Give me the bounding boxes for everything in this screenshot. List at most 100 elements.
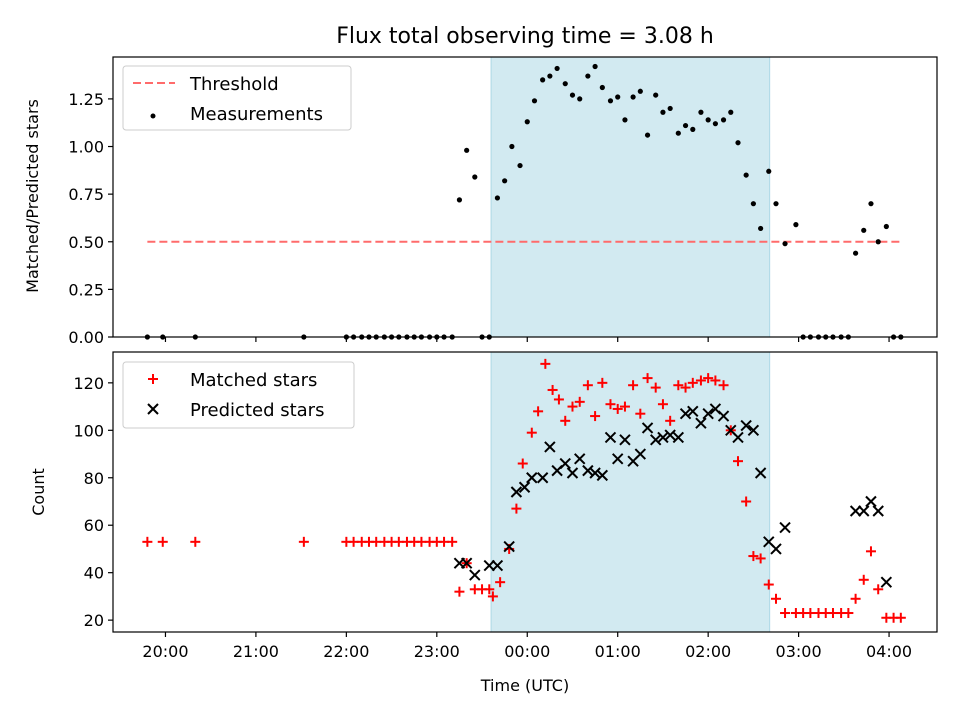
predicted-stars-point xyxy=(717,410,730,422)
matched-stars-point xyxy=(665,415,676,426)
measurement-point xyxy=(494,195,501,201)
matched-stars-point xyxy=(447,536,458,547)
predicted-stars-point xyxy=(634,448,647,460)
x-axis-label: Time (UTC) xyxy=(480,676,569,695)
measurement-point xyxy=(705,117,711,123)
matched-stars-point xyxy=(695,375,706,386)
measurement-point xyxy=(712,121,718,127)
matched-stars-point xyxy=(142,536,153,547)
matched-stars-point xyxy=(190,536,201,547)
matched-stars-point xyxy=(865,546,876,557)
bottom-axes-frame xyxy=(112,351,938,633)
matched-stars-point xyxy=(748,551,759,562)
predicted-stars-point xyxy=(566,467,579,479)
legend-measurements-swatch xyxy=(150,113,156,119)
xtick-label: 23:00 xyxy=(414,642,460,661)
bottom-panel-legend: Matched stars Predicted stars xyxy=(122,361,355,429)
measurement-point xyxy=(456,197,463,203)
measurement-point xyxy=(472,174,478,180)
xtick-label: 21:00 xyxy=(233,642,279,661)
top-ytick-label: 0.25 xyxy=(68,280,104,299)
predicted-stars-point xyxy=(559,457,571,470)
matched-stars-point xyxy=(157,536,168,547)
measurement-point xyxy=(577,96,583,102)
xtick-label: 22:00 xyxy=(323,642,369,661)
predicted-stars-point xyxy=(770,543,782,555)
matched-stars-point xyxy=(547,384,558,395)
matched-stars-point xyxy=(582,380,593,391)
measurement-point xyxy=(653,92,659,98)
measurement-point xyxy=(793,222,799,228)
matched-stars-point xyxy=(635,408,646,419)
measurement-point xyxy=(540,77,546,83)
top-observing-window xyxy=(490,56,771,338)
measurement-point xyxy=(524,119,530,125)
bottom-ytick-label: 60 xyxy=(84,516,104,535)
top-ytick-label: 0.50 xyxy=(68,233,104,252)
measurement-point xyxy=(630,94,636,100)
top-ytick-label: 1.25 xyxy=(68,90,104,109)
predicted-stars-point xyxy=(536,472,549,484)
measurement-point xyxy=(660,109,666,115)
matched-stars-point xyxy=(511,503,522,514)
measurement-point xyxy=(698,109,704,115)
measurement-point xyxy=(464,147,470,153)
top-axes-frame xyxy=(112,56,938,338)
predicted-stars-point xyxy=(460,557,473,569)
measurement-point xyxy=(502,178,508,184)
predicted-stars-point xyxy=(747,424,760,437)
matched-stars-point xyxy=(484,584,495,595)
legend-predicted-label: Predicted stars xyxy=(190,400,324,421)
top-ytick-label: 1.00 xyxy=(68,138,104,157)
matched-stars-point xyxy=(454,586,465,597)
bottom-ytick-label: 40 xyxy=(84,564,104,583)
bottom-ytick-label: 20 xyxy=(84,611,104,630)
predicted-stars-point xyxy=(582,464,594,477)
matched-stars-point xyxy=(673,380,684,391)
xtick-label: 01:00 xyxy=(595,642,641,661)
xtick-label: 04:00 xyxy=(866,642,912,661)
predicted-stars-point xyxy=(510,486,523,498)
matched-stars-point xyxy=(495,577,506,588)
measurement-point xyxy=(743,172,749,178)
predicted-stars-point xyxy=(695,417,707,429)
matched-stars-point xyxy=(843,608,854,619)
measurement-point xyxy=(766,168,772,174)
predicted-stars-point xyxy=(518,481,531,493)
predicted-stars-point xyxy=(619,434,631,446)
bottom-series-0 xyxy=(142,358,906,623)
predicted-stars-point xyxy=(740,419,752,432)
measurement-point xyxy=(585,73,591,79)
matched-stars-point xyxy=(298,536,309,547)
predicted-stars-point xyxy=(872,505,884,517)
matched-stars-point xyxy=(650,382,661,393)
measurement-point xyxy=(758,225,764,232)
predicted-stars-point xyxy=(865,495,877,508)
measurement-point xyxy=(547,73,553,79)
matched-stars-point xyxy=(858,574,869,585)
measurement-point xyxy=(875,239,881,245)
predicted-stars-point xyxy=(526,472,538,484)
measurement-point xyxy=(868,201,874,207)
measurement-point xyxy=(735,140,741,146)
predicted-stars-point xyxy=(483,559,495,572)
top-panel-ylabel: Matched/Predicted stars xyxy=(23,99,42,293)
matched-stars-point xyxy=(680,382,691,393)
top-ytick-label: 0.00 xyxy=(68,328,104,347)
measurement-point xyxy=(615,94,621,100)
predicted-stars-point xyxy=(687,405,699,418)
measurement-point xyxy=(644,132,651,138)
matched-stars-point xyxy=(895,612,906,623)
legend-predicted-swatch xyxy=(147,403,159,415)
predicted-stars-point xyxy=(612,453,624,465)
measurement-point xyxy=(675,130,681,136)
measurement-point xyxy=(690,126,696,132)
measurement-point xyxy=(517,162,523,169)
predicted-stars-point xyxy=(503,540,515,553)
predicted-stars-point xyxy=(732,431,744,444)
predicted-stars-point xyxy=(544,441,556,453)
bottom-ytick-label: 120 xyxy=(73,374,104,393)
matched-stars-point xyxy=(628,380,639,391)
matched-stars-point xyxy=(642,373,653,384)
predicted-stars-point xyxy=(491,559,504,572)
